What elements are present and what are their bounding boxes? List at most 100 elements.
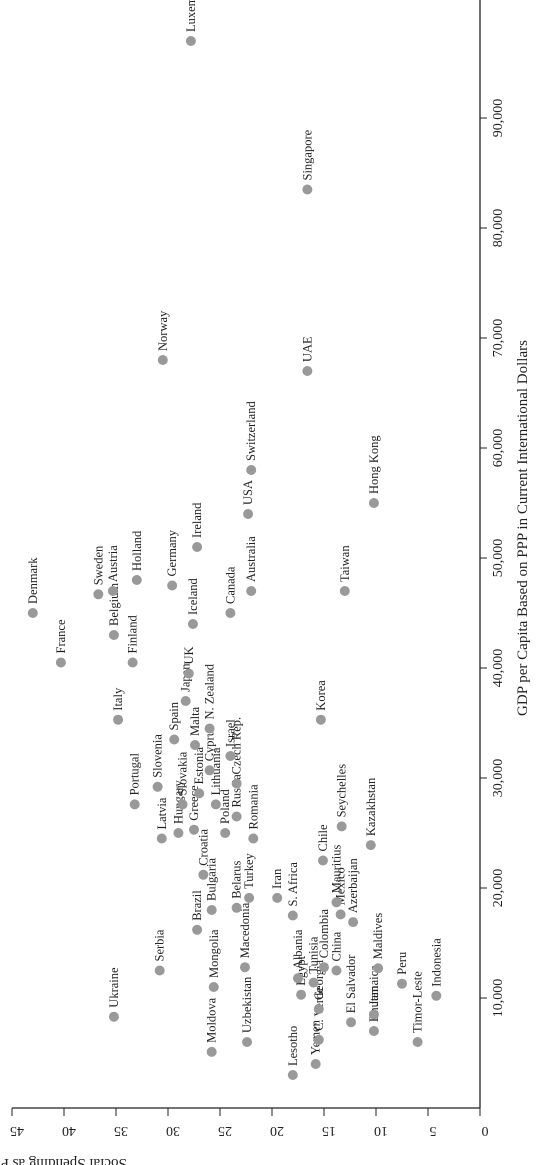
data-point: Lesotho [286, 1026, 300, 1080]
point-label: China [329, 931, 343, 961]
point-label: Denmark [26, 557, 40, 604]
data-point: China [329, 931, 343, 976]
point-marker [187, 619, 198, 629]
point-label: Luxembourg [184, 0, 198, 32]
data-point: Maldives [371, 913, 385, 974]
x-tick-label: 70,000 [491, 319, 506, 358]
point-marker [302, 366, 313, 376]
data-point: Slovakia [176, 751, 190, 810]
data-point: Denmark [26, 557, 40, 618]
x-tick-label: 60,000 [491, 429, 506, 468]
point-marker [108, 1011, 119, 1022]
data-point: Finland [126, 615, 140, 668]
data-point: Chile [316, 824, 330, 866]
point-label: Colombia [317, 908, 331, 958]
data-point: Indonesia [429, 938, 443, 1001]
data-point: Lithuania [209, 747, 223, 810]
data-point: USA [241, 480, 255, 519]
data-point: Seychelles [335, 764, 349, 832]
point-marker [373, 963, 384, 974]
data-point: Albania [291, 929, 305, 984]
point-label: El Salvador [344, 954, 358, 1014]
point-marker [368, 1026, 379, 1036]
point-label: Ireland [190, 502, 204, 538]
data-point: Sweden [91, 545, 105, 600]
point-label: Italy [111, 687, 125, 711]
point-marker [129, 799, 140, 810]
point-marker [302, 184, 313, 195]
data-point: Austria [106, 545, 120, 596]
point-label: Israel [223, 719, 237, 747]
data-point: France [54, 619, 68, 668]
point-marker [246, 465, 257, 475]
point-marker [127, 657, 138, 668]
point-label: Uzbekistan [240, 976, 254, 1033]
point-marker [231, 811, 242, 822]
x-tick-label: 50,000 [491, 539, 506, 578]
point-label: Peru [395, 951, 409, 975]
y-tick-label: 20 [270, 1123, 284, 1138]
data-point: Ukraine [107, 967, 121, 1022]
point-marker [204, 765, 215, 776]
point-marker [194, 788, 205, 799]
point-marker [169, 734, 180, 745]
point-marker [331, 897, 342, 908]
point-marker [315, 714, 326, 725]
point-label: Mauritius [329, 845, 343, 894]
point-label: Turkey [242, 852, 256, 888]
point-label: Sweden [91, 545, 105, 585]
point-marker [412, 1037, 423, 1047]
point-marker [335, 909, 346, 920]
y-tick-label: 5 [430, 1123, 437, 1138]
point-marker [319, 962, 329, 973]
data-point: Cyprus [203, 725, 217, 776]
point-label: Finland [126, 615, 140, 654]
point-marker [177, 799, 188, 810]
data-point: Ireland [190, 502, 204, 552]
y-axis-title: Social Spending as Percentage of GDP [0, 1155, 127, 1165]
y-tick-label: 30 [166, 1123, 180, 1138]
point-label: Estonia [192, 746, 206, 784]
x-axis-title: GDP per Capita Based on PPP in Current I… [515, 340, 531, 716]
data-point: Mauritius [329, 845, 343, 908]
point-label: Iran [270, 868, 284, 889]
point-marker [246, 586, 257, 596]
point-label: Moldova [205, 997, 219, 1043]
point-marker [208, 982, 219, 992]
point-marker [206, 905, 217, 915]
point-marker [239, 962, 250, 973]
point-label: Norway [156, 310, 170, 351]
data-point: Jamaica [367, 965, 381, 1020]
point-label: Spain [167, 701, 181, 730]
data-point: Spain [167, 701, 181, 745]
data-point: Uzbekistan [240, 976, 254, 1047]
data-point: Timor-Leste [411, 971, 425, 1047]
point-label: France [54, 619, 68, 653]
point-label: Indonesia [429, 938, 443, 987]
point-label: Portugal [128, 753, 142, 796]
point-label: N. Zealand [203, 663, 217, 719]
point-marker [308, 977, 319, 988]
y-tick-label: 40 [62, 1123, 76, 1138]
data-point: Estonia [192, 746, 206, 799]
y-tick-label: 0 [482, 1123, 489, 1138]
point-marker [313, 1004, 324, 1014]
data-point: Norway [156, 310, 170, 365]
point-marker [346, 1017, 357, 1028]
data-point: Azerbaijan [346, 858, 360, 928]
data-point: Luxembourg [184, 0, 198, 46]
point-label: UK [182, 646, 196, 664]
point-marker [339, 586, 350, 596]
point-label: Macedonia [238, 902, 252, 958]
point-marker [244, 892, 255, 903]
point-marker [310, 1059, 321, 1069]
point-marker [204, 723, 215, 734]
point-label: Lithuania [209, 747, 223, 795]
data-point: Tunisia [307, 936, 321, 988]
data-point: Korea [314, 680, 328, 725]
data-point: Holland [130, 530, 144, 585]
data-point: Turkey [242, 852, 256, 903]
point-label: Poland [218, 789, 232, 824]
point-marker [93, 589, 104, 600]
point-label: USA [241, 480, 255, 505]
